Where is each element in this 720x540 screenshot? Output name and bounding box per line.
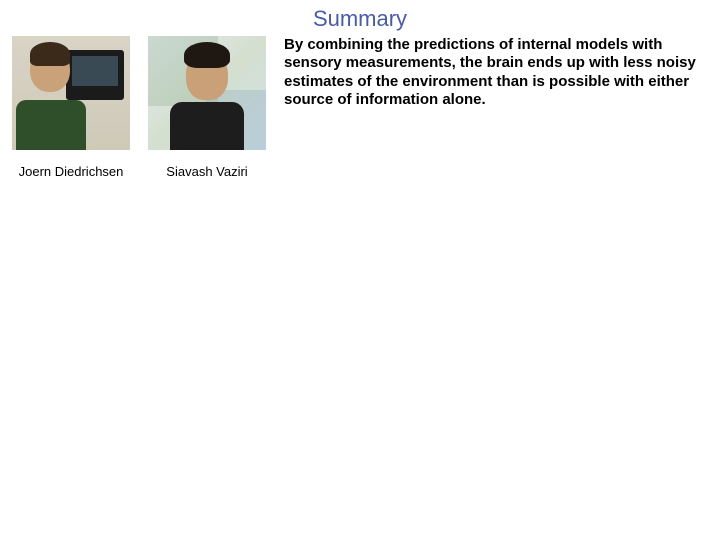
person-1: Joern Diedrichsen — [12, 36, 130, 179]
slide: Summary Joern Diedrichsen Siavash Vaziri… — [0, 0, 720, 540]
page-title: Summary — [0, 6, 720, 32]
photo-siavash — [148, 36, 266, 150]
photo-joern — [12, 36, 130, 150]
content-row: Joern Diedrichsen Siavash Vaziri By comb… — [12, 36, 708, 179]
person-2-name: Siavash Vaziri — [166, 164, 247, 179]
person-2: Siavash Vaziri — [148, 36, 266, 179]
person-1-name: Joern Diedrichsen — [19, 164, 124, 179]
summary-paragraph: By combining the predictions of internal… — [284, 36, 704, 109]
